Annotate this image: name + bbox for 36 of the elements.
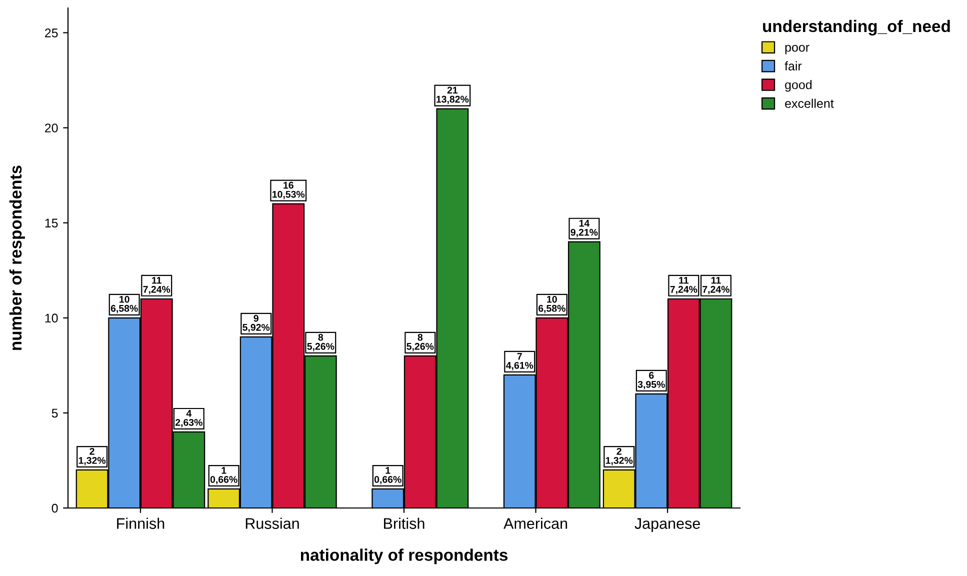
data-label: 11 7,24% [143,276,170,294]
data-label: 10 6,58% [538,296,566,314]
data-label: 4 2,63% [175,410,202,428]
legend-title: understanding_of_need [763,20,950,36]
x-axis-title: nationality of respondents [300,548,508,564]
y-tick-label: 20 [45,124,58,132]
legend-label: poor [785,44,810,54]
data-label: 8 5,26% [406,334,434,352]
y-tick-label: 5 [52,408,58,418]
x-tick-label: Russian [246,518,299,529]
data-label: 11 7,24% [670,276,698,294]
x-tick-label: Japanese [634,518,700,532]
data-label: 9 5,92% [242,314,270,332]
data-label: 11 7,24% [702,276,730,294]
data-label: 1 0,66% [374,467,402,484]
legend-label: excellent [785,98,834,108]
data-label: 8 5,26% [307,334,334,352]
data-label: 16 10,53% [272,182,305,200]
y-tick-label: 25 [45,28,58,38]
y-tick-label: 10 [45,314,58,323]
y-tick-label: 0 [52,504,58,513]
x-tick-label: American [504,518,568,529]
legend-label: good [785,80,812,92]
data-label: 2 1,32% [78,448,106,466]
y-tick-label: 15 [45,218,58,228]
x-tick-label: British [384,518,424,529]
x-tick-label: Finnish [117,518,164,529]
data-label: 14 9,21% [570,220,598,238]
data-label: 10 6,58% [110,296,138,314]
data-label: 7 4,61% [506,352,534,370]
data-label: 2 1,32% [606,448,633,466]
data-label: 1 0,66% [210,467,238,484]
data-label: 21 13,82% [436,86,469,104]
data-label: 6 3,95% [638,372,665,390]
legend-label: fair [784,61,802,70]
y-axis-title: number of respondents [9,166,25,350]
